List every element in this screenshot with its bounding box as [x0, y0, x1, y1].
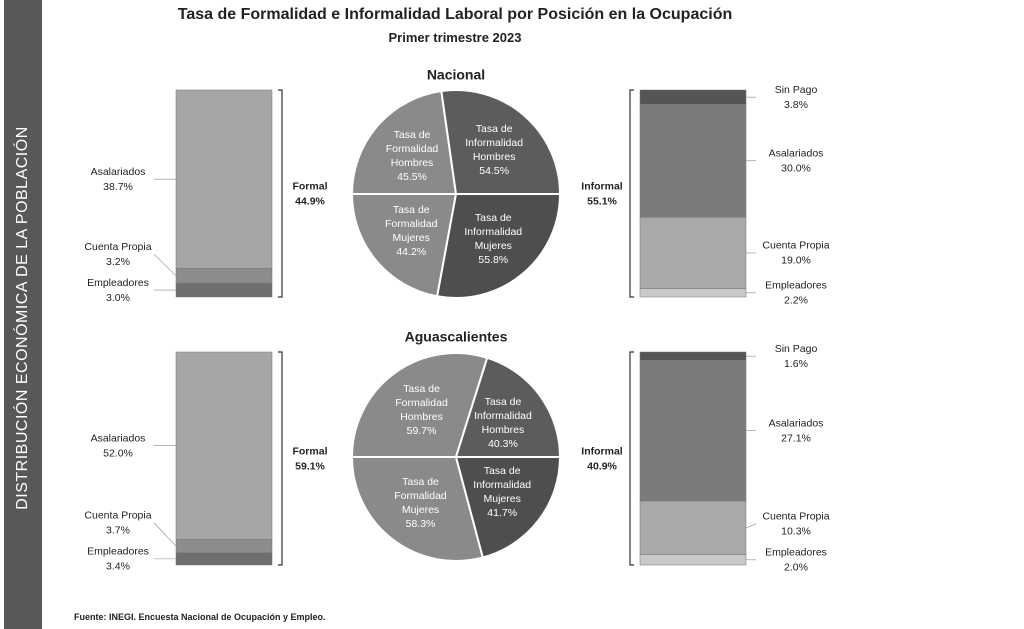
segment-value: 52.0% [103, 447, 133, 459]
bracket [629, 351, 634, 566]
segment-label: Asalariados [91, 432, 146, 444]
pie-slice [435, 193, 562, 299]
pie-slice [454, 356, 562, 458]
segment-label: Cuenta Propia [84, 241, 151, 253]
leader-line [153, 522, 177, 547]
slice-category: Tasa de Informalidad Hombres [465, 123, 524, 163]
segment-value: 2.2% [784, 295, 808, 307]
segment-label: Sin Pago [775, 84, 818, 96]
segment-value: 38.7% [103, 181, 133, 193]
segment-label: Cuenta Propia [84, 510, 151, 522]
segment-label: Asalariados [769, 148, 824, 160]
bar-segment [639, 104, 747, 218]
segment-label: Asalariados [769, 417, 824, 429]
slice-value: 59.7% [406, 425, 437, 438]
source: Fuente: INEGI. Encuesta Nacional de Ocup… [74, 612, 326, 622]
bar-segment [639, 554, 747, 566]
segment-value: 19.0% [781, 255, 811, 267]
segment-label: Empleadores [765, 547, 827, 559]
pie-slice [350, 89, 458, 195]
bar-segment [639, 288, 747, 298]
pie-title: Aguascalientes [405, 329, 508, 345]
side-band [4, 0, 42, 629]
slice-category: Tasa de Formalidad Hombres [395, 383, 448, 424]
pie-label: Tasa de Formalidad Hombres 59.7% [383, 382, 461, 438]
pie-label: Tasa de Formalidad Mujeres 44.2% [372, 203, 450, 259]
bar-segment [639, 360, 747, 502]
pie-label: Tasa de Formalidad Mujeres 58.3% [382, 475, 460, 531]
bar-segment [175, 552, 273, 566]
segment-value: 3.8% [784, 99, 808, 111]
bar-segment [175, 351, 273, 540]
bracket [278, 89, 283, 298]
bar-segment [639, 351, 747, 361]
slice-category: Tasa de Formalidad Mujeres [394, 476, 447, 517]
bracket-title: Formal [292, 445, 327, 457]
bracket-total: 55.1% [587, 195, 617, 207]
pie-slice [350, 193, 458, 298]
pie-label: Tasa de Informalidad Mujeres 55.8% [454, 211, 532, 267]
bar-segment [639, 89, 747, 105]
pie-slice [454, 456, 562, 559]
bar-segment [175, 268, 273, 284]
bar-segment [175, 89, 273, 269]
slice-category: Tasa de Formalidad Mujeres [384, 204, 438, 245]
slice-value: 41.7% [487, 507, 518, 520]
pie-slice [350, 352, 489, 458]
slice-value: 44.2% [396, 246, 427, 259]
bracket-title: Formal [292, 180, 327, 192]
bracket-total: 44.9% [295, 195, 325, 207]
slice-category: Tasa de Informalidad Mujeres [464, 211, 523, 252]
bracket-total: 40.9% [587, 460, 617, 472]
slice-value: 55.8% [478, 253, 509, 266]
segment-value: 27.1% [781, 432, 811, 444]
slice-value: 58.3% [405, 518, 436, 531]
subtitle: Primer trimestre 2023 [388, 30, 522, 45]
pie-slice [440, 89, 562, 195]
bracket-title: Informal [581, 180, 623, 192]
pie-label: Tasa de Informalidad Hombres 40.3% [464, 395, 542, 451]
slice-category: Tasa de Formalidad Hombres [385, 128, 439, 169]
segment-label: Cuenta Propia [762, 240, 829, 252]
segment-label: Empleadores [87, 546, 149, 558]
slice-category: Tasa de Informalidad Hombres [474, 395, 532, 436]
segment-value: 10.3% [781, 526, 811, 538]
bracket [629, 89, 634, 298]
pie-label: Tasa de Informalidad Mujeres 41.7% [463, 464, 541, 520]
segment-value: 1.6% [784, 358, 808, 370]
bar-segment [175, 539, 273, 553]
bracket [278, 351, 283, 566]
segment-value: 30.0% [781, 163, 811, 175]
segment-label: Asalariados [91, 166, 146, 178]
slice-value: 40.3% [488, 437, 518, 450]
segment-label: Sin Pago [775, 343, 818, 355]
bar-segment [639, 500, 747, 555]
slice-value: 54.5% [479, 165, 510, 177]
segment-value: 2.0% [784, 562, 808, 574]
bar-segment [639, 216, 747, 289]
segment-value: 3.7% [106, 525, 130, 537]
pie-label: Tasa de Informalidad Hombres 54.5% [455, 122, 533, 178]
slice-value: 45.5% [397, 170, 427, 183]
segment-value: 3.2% [106, 256, 130, 268]
segment-label: Cuenta Propia [762, 511, 829, 523]
segment-label: Empleadores [765, 280, 827, 292]
title: Tasa de Formalidad e Informalidad Labora… [177, 6, 733, 23]
bracket-title: Informal [581, 445, 623, 457]
bracket-total: 59.1% [295, 460, 325, 472]
bar-segment [175, 282, 273, 298]
pie-label: Tasa de Formalidad Hombres 45.5% [373, 128, 451, 184]
leader-line [745, 523, 757, 529]
segment-value: 3.0% [106, 292, 130, 304]
slice-category: Tasa de Informalidad Mujeres [473, 465, 532, 506]
segment-label: Empleadores [87, 277, 149, 289]
pie-title: Nacional [427, 67, 485, 83]
pie-slice [350, 456, 485, 562]
leader-line [153, 253, 177, 277]
segment-value: 3.4% [106, 561, 130, 573]
